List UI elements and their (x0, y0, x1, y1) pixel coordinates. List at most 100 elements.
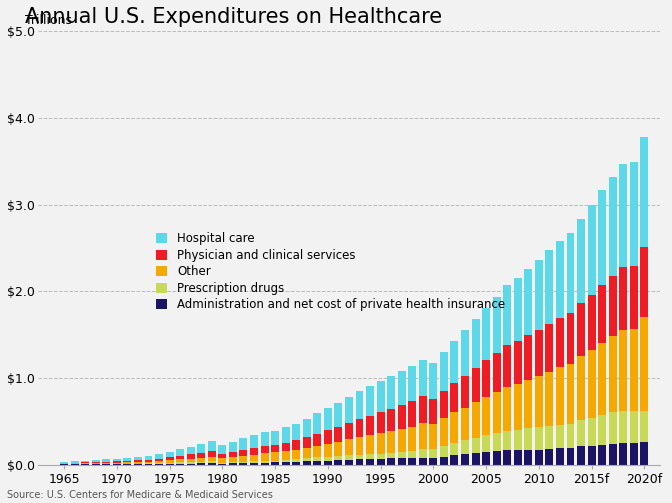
Bar (556, 448, 564, 465)
Bar (472, 402, 480, 438)
Bar (535, 376, 543, 428)
Text: Annual U.S. Expenditures on Healthcare: Annual U.S. Expenditures on Healthcare (26, 7, 442, 27)
Bar (587, 446, 595, 465)
Bar (208, 463, 216, 465)
Bar (556, 318, 564, 367)
Bar (250, 455, 258, 461)
Bar (577, 446, 585, 465)
Bar (419, 396, 427, 423)
Bar (598, 190, 606, 285)
Bar (292, 462, 300, 465)
Bar (409, 366, 416, 401)
Bar (376, 381, 384, 412)
Bar (81, 461, 89, 462)
Bar (514, 341, 521, 384)
Bar (261, 453, 269, 461)
Bar (102, 463, 110, 464)
Bar (609, 444, 617, 465)
Bar (387, 453, 395, 458)
Bar (324, 430, 332, 444)
Bar (271, 431, 279, 445)
Bar (313, 413, 321, 434)
Bar (198, 458, 205, 462)
Bar (218, 464, 226, 465)
Bar (566, 448, 575, 465)
Bar (218, 445, 226, 454)
Bar (450, 341, 458, 383)
Bar (92, 462, 99, 463)
Bar (324, 461, 332, 465)
Bar (546, 250, 553, 324)
Bar (324, 457, 332, 461)
Bar (514, 278, 521, 341)
Bar (81, 463, 89, 464)
Bar (144, 463, 153, 464)
Bar (482, 360, 490, 397)
Bar (261, 461, 269, 463)
Bar (60, 463, 68, 464)
Bar (144, 462, 153, 463)
Bar (176, 459, 184, 462)
Bar (620, 163, 627, 267)
Bar (535, 428, 543, 450)
Bar (303, 448, 310, 458)
Bar (92, 463, 99, 464)
Bar (250, 463, 258, 465)
Bar (198, 444, 205, 453)
Bar (630, 266, 638, 328)
Bar (503, 431, 511, 450)
Bar (598, 415, 606, 445)
Bar (155, 454, 163, 459)
Bar (134, 457, 142, 460)
Bar (461, 330, 469, 376)
Bar (303, 461, 310, 465)
Bar (640, 442, 648, 465)
Bar (187, 462, 195, 464)
Bar (155, 461, 163, 463)
Bar (345, 423, 353, 439)
Bar (577, 219, 585, 303)
Bar (229, 463, 237, 465)
Bar (514, 384, 521, 430)
Bar (472, 368, 480, 402)
Bar (261, 446, 269, 453)
Bar (124, 461, 131, 462)
Bar (493, 353, 501, 392)
Bar (409, 427, 416, 451)
Bar (60, 462, 68, 463)
Bar (640, 247, 648, 317)
Bar (609, 336, 617, 412)
Bar (514, 430, 521, 450)
Bar (313, 457, 321, 461)
Bar (598, 343, 606, 415)
Bar (313, 461, 321, 465)
Bar (229, 442, 237, 452)
Bar (587, 418, 595, 446)
Bar (503, 450, 511, 465)
Bar (218, 458, 226, 463)
Bar (345, 439, 353, 455)
Bar (450, 412, 458, 443)
Bar (419, 458, 427, 465)
Bar (587, 205, 595, 295)
Bar (239, 462, 247, 463)
Bar (609, 177, 617, 276)
Bar (630, 410, 638, 443)
Bar (387, 376, 395, 408)
Bar (461, 407, 469, 440)
Legend: Hospital care, Physician and clinical services, Other, Prescription drugs, Admin: Hospital care, Physician and clinical se… (156, 232, 505, 311)
Bar (398, 429, 406, 452)
Bar (261, 432, 269, 446)
Bar (440, 446, 448, 457)
Bar (598, 445, 606, 465)
Bar (250, 435, 258, 448)
Bar (250, 448, 258, 455)
Bar (620, 329, 627, 410)
Bar (450, 443, 458, 456)
Bar (556, 367, 564, 425)
Bar (503, 387, 511, 431)
Bar (165, 460, 173, 463)
Bar (640, 137, 648, 247)
Bar (282, 443, 290, 451)
Bar (620, 267, 627, 329)
